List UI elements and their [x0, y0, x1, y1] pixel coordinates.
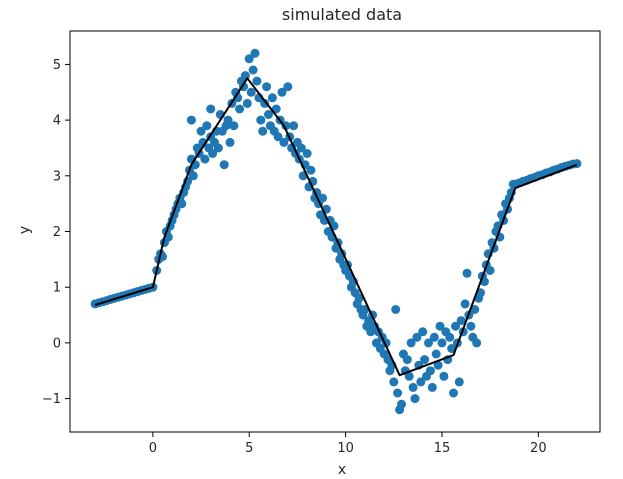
- scatter-point: [425, 366, 435, 376]
- scatter-point: [177, 199, 187, 209]
- scatter-point: [256, 115, 266, 125]
- axes: 0 5 10 15 20 −1 0 1 2 3 4 5: [42, 30, 601, 456]
- scatter-point: [402, 355, 412, 365]
- scatter-point: [433, 360, 443, 370]
- scatter-point: [466, 321, 476, 331]
- x-tick-label: 15: [434, 441, 451, 456]
- scatter-point: [485, 266, 495, 275]
- y-tick-label: 1: [53, 281, 61, 296]
- scatter-point: [296, 143, 306, 153]
- fit-line: [94, 77, 578, 377]
- x-tick-label: 10: [337, 441, 354, 456]
- scatter-point: [431, 349, 441, 359]
- scatter-point: [445, 332, 455, 342]
- scatter-point: [242, 98, 252, 108]
- scatter-point: [429, 332, 439, 342]
- scatter-point: [427, 382, 437, 392]
- scatter-point: [318, 193, 327, 203]
- y-tick-label: 4: [53, 114, 61, 129]
- scatter-point: [235, 104, 245, 114]
- scatter-point: [393, 388, 403, 398]
- scatter-point: [206, 104, 216, 114]
- scatter-point: [279, 137, 289, 147]
- scatter-point: [418, 327, 428, 337]
- scatter-point: [202, 121, 212, 131]
- scatter-point: [281, 121, 291, 131]
- scatter-point: [437, 338, 447, 348]
- scatter-point: [188, 171, 198, 181]
- scatter-point: [424, 338, 433, 348]
- scatter-point: [267, 93, 277, 103]
- scatter-point: [244, 54, 254, 64]
- scatter-point: [408, 382, 418, 392]
- scatter-point: [456, 316, 466, 326]
- x-tick-label: 20: [530, 441, 547, 456]
- scatter-point: [435, 321, 445, 331]
- y-tick-label: 0: [53, 336, 61, 351]
- scatter-point: [472, 338, 482, 348]
- plot-area: [90, 48, 582, 415]
- scatter-point: [289, 121, 299, 131]
- scatter-point: [420, 355, 430, 365]
- scatter-point: [454, 377, 464, 387]
- y-axis-label: y: [17, 226, 33, 234]
- scatter-point: [200, 154, 210, 164]
- scatter-point: [449, 388, 458, 398]
- scatter-point: [219, 160, 229, 170]
- y-tick-label: −1: [42, 392, 61, 407]
- x-tick-label: 0: [149, 441, 157, 456]
- scatter-point: [258, 126, 268, 136]
- scatter-point: [302, 149, 312, 158]
- scatter-point: [470, 305, 480, 314]
- scatter-point: [252, 76, 262, 86]
- scatter-point: [389, 377, 399, 387]
- scatter-point: [447, 344, 457, 353]
- scatter-point: [283, 82, 293, 92]
- scatter-point: [354, 293, 364, 303]
- scatter-point: [223, 115, 233, 125]
- chart-title: simulated data: [282, 5, 402, 24]
- y-tick-label: 5: [53, 58, 61, 73]
- scatter-point: [416, 377, 426, 387]
- scatter-point: [186, 115, 196, 125]
- y-tick-label: 3: [53, 169, 61, 184]
- scatter-point: [410, 394, 420, 404]
- scatter-point: [460, 299, 470, 309]
- scatter-point: [196, 126, 206, 136]
- x-axis-label: x: [338, 462, 346, 478]
- scatter-point: [462, 268, 472, 278]
- scatter-point: [225, 137, 235, 147]
- x-tick-label: 5: [245, 441, 253, 456]
- scatter-point: [250, 48, 260, 58]
- scatter-point: [412, 332, 422, 342]
- scatter-point: [248, 65, 258, 75]
- scatter-point: [306, 165, 316, 175]
- scatter-point: [262, 82, 272, 92]
- scatter-point: [213, 143, 223, 153]
- scatter-point: [439, 371, 449, 381]
- scatter-point: [208, 149, 218, 158]
- scatter-point: [391, 305, 401, 314]
- scatter-point: [229, 121, 239, 131]
- scatter-point: [451, 321, 460, 331]
- scatter-point: [260, 98, 270, 108]
- scatter-point: [273, 132, 283, 142]
- y-tick-label: 2: [53, 225, 61, 240]
- scatter-point: [404, 371, 414, 381]
- scatter-point: [277, 87, 287, 97]
- scatter-point: [406, 338, 416, 348]
- scatter-point: [397, 399, 406, 409]
- scatter-point: [246, 87, 256, 97]
- scatter-point: [264, 110, 273, 119]
